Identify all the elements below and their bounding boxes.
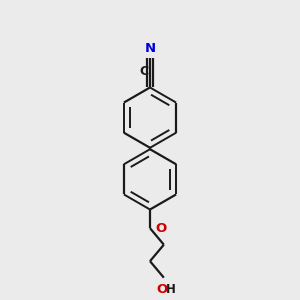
Text: O: O: [157, 283, 168, 296]
Text: O: O: [155, 222, 166, 235]
Text: N: N: [144, 42, 156, 55]
Text: C: C: [140, 65, 149, 78]
Text: H: H: [166, 283, 176, 296]
